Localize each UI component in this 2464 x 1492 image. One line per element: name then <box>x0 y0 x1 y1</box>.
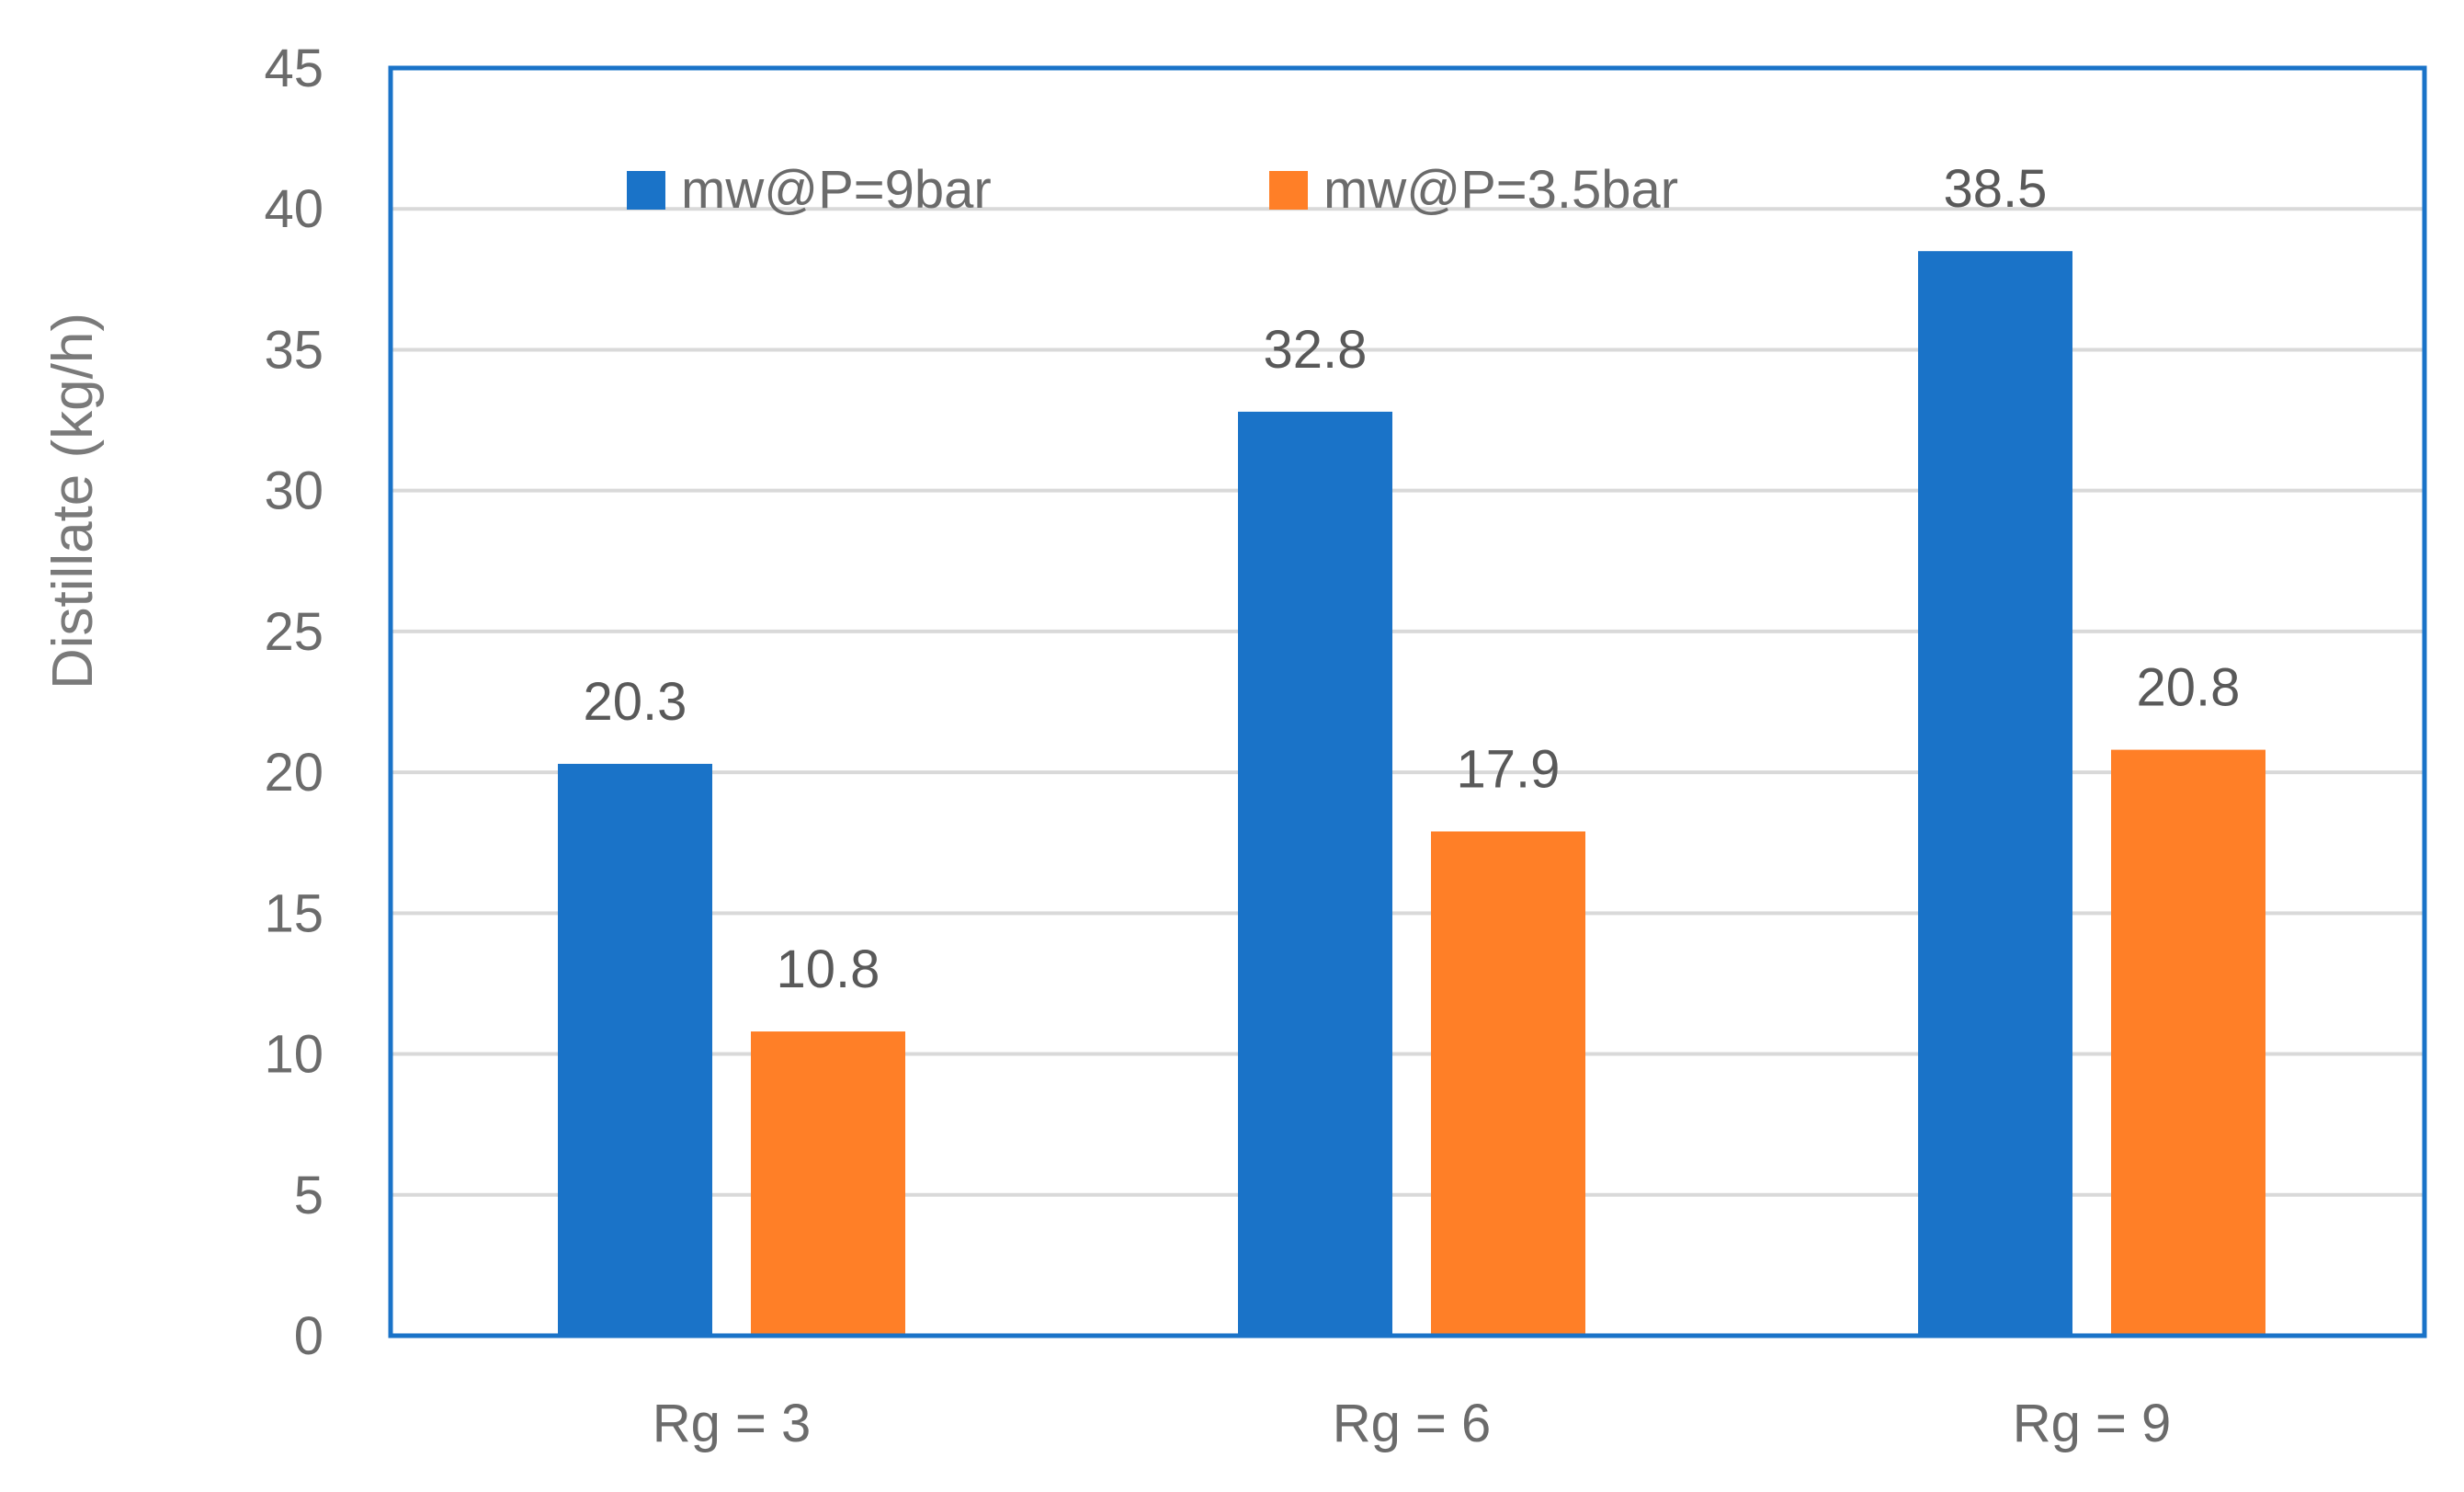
y-tick-label: 35 <box>264 320 324 380</box>
bar-series-1 <box>558 763 712 1336</box>
y-tick-label: 15 <box>264 883 324 943</box>
y-tick-label: 40 <box>264 179 324 239</box>
legend-label: mw@P=3.5bar <box>1323 160 1678 220</box>
bar-value-label: 20.8 <box>2137 658 2241 718</box>
legend-swatch <box>627 171 665 210</box>
y-tick-label: 10 <box>264 1025 324 1085</box>
bar-series-1 <box>1918 251 2072 1336</box>
bar-value-label: 20.3 <box>584 672 687 732</box>
y-tick-label: 30 <box>264 461 324 521</box>
bar-value-label: 17.9 <box>1457 739 1561 799</box>
bar-series-2 <box>2111 749 2265 1336</box>
axes: 0 5 10 15 20 25 30 35 40 45 Rg = 3 Rg = 6 Rg = 9 <box>264 39 2427 1453</box>
bar-value-label: 38.5 <box>1944 159 2048 219</box>
bars <box>558 251 2265 1337</box>
y-axis-title: Distillate (kg/h) <box>41 313 105 689</box>
y-tick-label: 25 <box>264 602 324 662</box>
bar-series-2 <box>1431 831 1585 1336</box>
bar-value-label: 10.8 <box>777 940 880 999</box>
x-category-label: Rg = 9 <box>2013 1394 2172 1453</box>
plot-area-border <box>388 65 2427 1338</box>
bar-value-label: 32.8 <box>1264 320 1368 380</box>
x-category-label: Rg = 3 <box>653 1394 812 1453</box>
gridlines <box>391 207 2424 1197</box>
y-tick-label: 0 <box>294 1306 324 1366</box>
x-category-label: Rg = 6 <box>1333 1394 1492 1453</box>
data-labels: 20.3 10.8 32.8 17.9 38.5 20.8 <box>584 159 2241 999</box>
y-tick-label: 5 <box>294 1166 324 1225</box>
bar-series-2 <box>751 1031 905 1336</box>
y-tick-label: 20 <box>264 743 324 803</box>
bar-series-1 <box>1238 411 1392 1337</box>
y-tick-label: 45 <box>264 39 324 98</box>
legend: mw@P=9bar mw@P=3.5bar <box>627 160 1678 220</box>
legend-swatch <box>1269 171 1308 210</box>
legend-label: mw@P=9bar <box>681 160 992 220</box>
